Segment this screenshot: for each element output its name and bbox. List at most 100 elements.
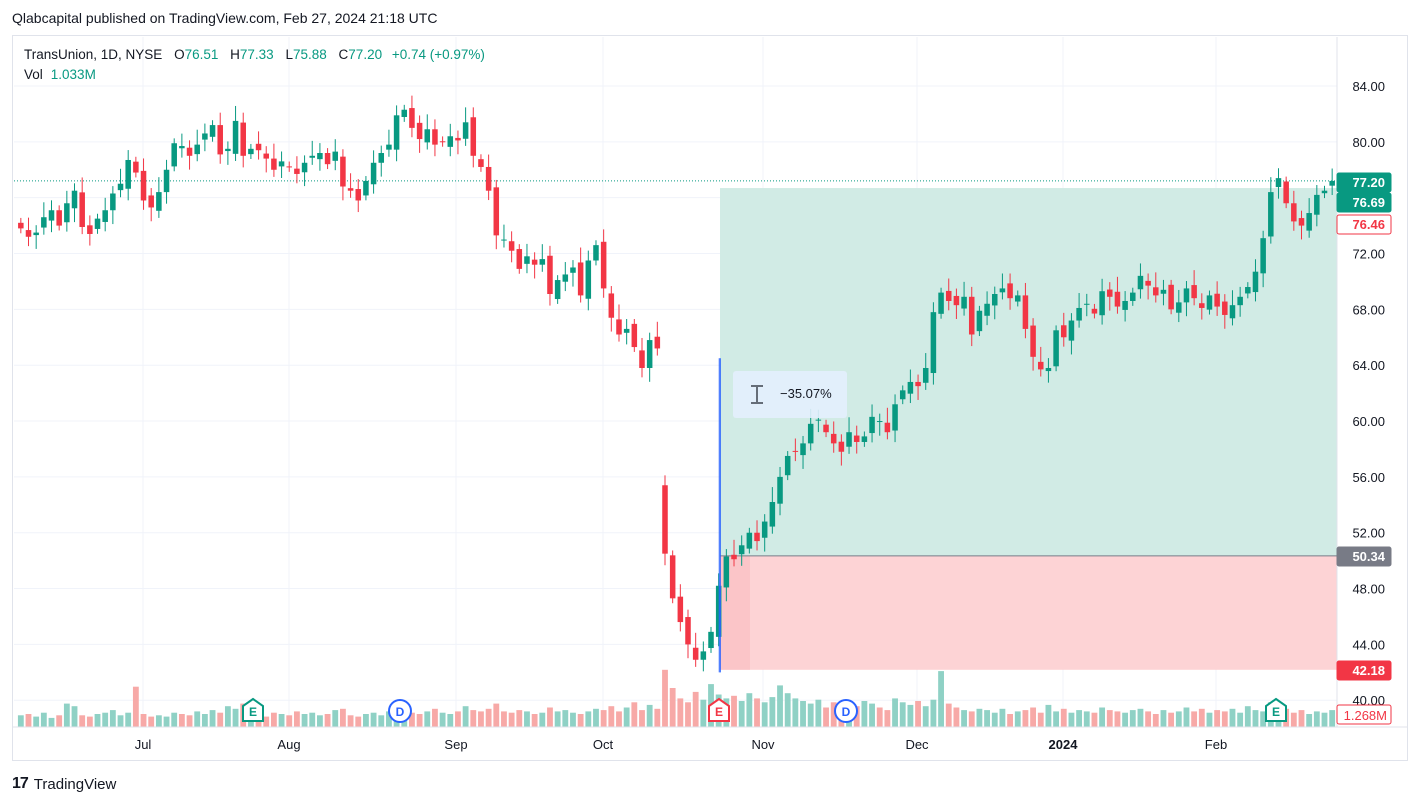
- volume-bar: [631, 702, 638, 727]
- volume-bar: [807, 703, 814, 727]
- volume-bar: [562, 710, 569, 727]
- volume-bar: [608, 706, 615, 727]
- volume-bar: [1106, 710, 1113, 727]
- volume-bar: [263, 716, 270, 727]
- volume-bar: [639, 710, 645, 727]
- dividend-marker[interactable]: D: [834, 699, 858, 723]
- earnings-marker[interactable]: E: [708, 697, 730, 722]
- volume-bar: [416, 714, 423, 727]
- volume-bar: [1129, 710, 1136, 727]
- candle: [416, 122, 423, 140]
- legend-change: +0.74 (+0.97%): [391, 47, 485, 62]
- earnings-marker[interactable]: E: [1265, 697, 1287, 722]
- candle: [800, 443, 806, 456]
- volume-bar: [746, 693, 753, 727]
- volume-bar: [370, 712, 377, 727]
- event-marker-label: E: [249, 705, 257, 719]
- tradingview-logo[interactable]: 17 TradingView: [12, 775, 116, 793]
- volume-bar: [1175, 711, 1182, 727]
- candle: [1306, 213, 1312, 231]
- candle: [593, 245, 599, 261]
- candle: [945, 290, 952, 301]
- volume-bar: [232, 708, 239, 727]
- volume-bar: [1298, 710, 1305, 727]
- candle: [240, 122, 246, 156]
- volume-bar: [1198, 708, 1205, 727]
- price-marker-label: 77.20: [1352, 175, 1385, 190]
- candle: [1068, 320, 1075, 341]
- candle: [332, 151, 339, 161]
- candle: [915, 381, 921, 387]
- volume-bar: [1022, 710, 1029, 727]
- volume-bar: [355, 716, 362, 727]
- volume-bar: [340, 708, 346, 727]
- chart-legend: TransUnion, 1D, NYSE O76.51 H77.33 L75.8…: [24, 45, 485, 85]
- candle: [777, 476, 783, 504]
- volume-bar: [140, 714, 147, 727]
- volume-bar: [386, 711, 392, 727]
- volume-bar: [616, 711, 622, 727]
- candle: [616, 319, 622, 335]
- candle: [585, 260, 592, 299]
- candle: [194, 144, 200, 155]
- candle: [1122, 300, 1128, 310]
- candle: [631, 323, 638, 348]
- volume-bar: [363, 714, 369, 727]
- candle: [1076, 307, 1082, 321]
- dividend-marker[interactable]: D: [388, 699, 412, 723]
- x-tick-label: Feb: [1205, 737, 1227, 752]
- candle: [148, 195, 154, 208]
- volume-bar: [163, 716, 170, 727]
- candle: [1137, 275, 1144, 290]
- candle: [217, 125, 223, 155]
- candle: [1291, 203, 1297, 222]
- candle: [1061, 325, 1067, 338]
- volume-bar: [178, 714, 185, 727]
- candle: [470, 117, 477, 156]
- volume-bar: [1321, 712, 1328, 727]
- volume-marker: [1336, 704, 1392, 725]
- candle: [401, 109, 408, 117]
- y-tick-label: 64.00: [1352, 358, 1385, 373]
- candle: [133, 161, 139, 173]
- earnings-marker[interactable]: E: [242, 697, 264, 722]
- candle: [263, 153, 269, 159]
- candle: [125, 159, 131, 189]
- volume-bar: [1083, 711, 1090, 727]
- volume-bar: [815, 699, 822, 727]
- volume-bar: [63, 703, 70, 727]
- candle: [340, 156, 346, 187]
- candle: [1183, 288, 1190, 303]
- candle: [1260, 238, 1266, 274]
- volume-bar: [524, 711, 530, 727]
- volume-bar: [677, 698, 684, 727]
- candle: [1107, 289, 1113, 297]
- candle: [102, 210, 108, 222]
- candle: [1214, 293, 1220, 307]
- y-tick-label: 56.00: [1352, 470, 1385, 485]
- volume-bar: [1244, 706, 1251, 727]
- candle: [156, 192, 162, 211]
- volume-bar: [761, 702, 768, 727]
- candle: [94, 218, 101, 229]
- candle: [1176, 302, 1182, 313]
- candle: [976, 310, 983, 332]
- volume-bar: [570, 712, 576, 727]
- volume-bar: [554, 711, 561, 727]
- event-marker-label: D: [396, 705, 405, 719]
- volume-bar: [1030, 707, 1037, 727]
- candle: [1145, 280, 1151, 286]
- candle: [692, 647, 699, 660]
- y-tick-label: 48.00: [1352, 582, 1385, 597]
- y-tick-label: 80.00: [1352, 135, 1385, 150]
- candle: [1014, 295, 1021, 302]
- candle: [554, 280, 561, 300]
- volume-bar: [125, 712, 132, 727]
- candle: [639, 350, 645, 368]
- candle: [225, 148, 231, 152]
- candle: [1268, 192, 1274, 237]
- candle: [309, 155, 316, 158]
- candle: [48, 210, 55, 221]
- volume-bar: [1290, 712, 1297, 727]
